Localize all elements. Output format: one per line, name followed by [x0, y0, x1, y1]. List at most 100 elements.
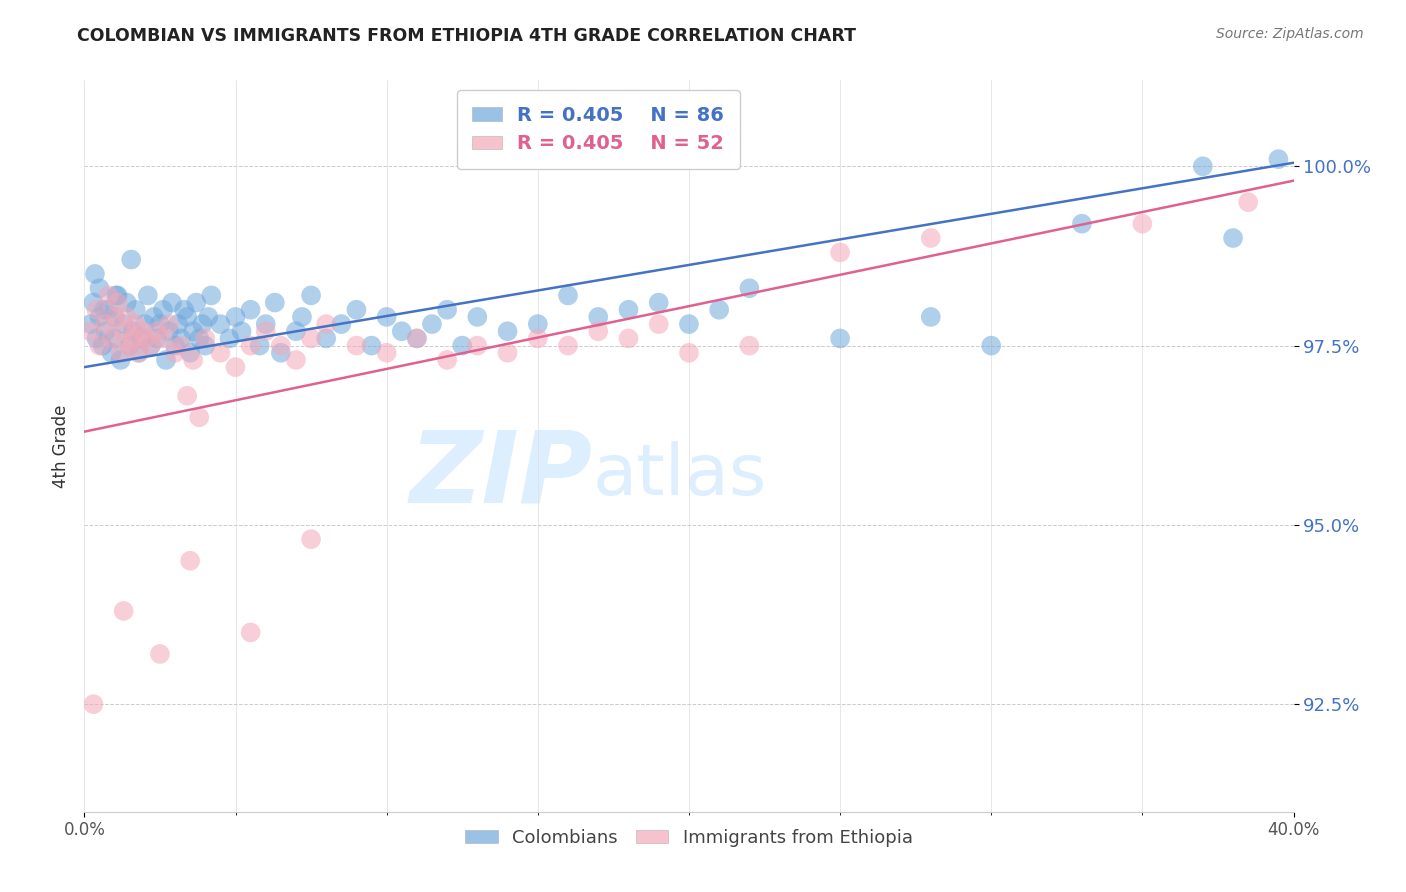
Y-axis label: 4th Grade: 4th Grade	[52, 404, 70, 488]
Point	[225, 310, 247, 324]
Point	[315, 317, 337, 331]
Point	[176, 310, 198, 324]
Point	[436, 353, 458, 368]
Point	[360, 338, 382, 352]
Text: ZIP: ZIP	[409, 426, 592, 524]
Point	[375, 345, 398, 359]
Point	[107, 295, 129, 310]
Point	[139, 338, 162, 352]
Point	[179, 554, 201, 568]
Point	[89, 338, 111, 352]
Point	[167, 317, 190, 331]
Point	[128, 345, 150, 359]
Point	[131, 331, 153, 345]
Point	[79, 324, 101, 338]
Point	[120, 252, 142, 267]
Point	[86, 302, 108, 317]
Point	[330, 317, 353, 331]
Point	[82, 295, 104, 310]
Point	[157, 324, 180, 338]
Point	[112, 604, 135, 618]
Point	[197, 310, 219, 324]
Point	[263, 295, 285, 310]
Point	[186, 295, 208, 310]
Point	[239, 338, 262, 352]
Point	[406, 331, 429, 345]
Point	[375, 310, 398, 324]
Point	[436, 302, 458, 317]
Point	[134, 317, 156, 331]
Point	[299, 288, 322, 302]
Point	[152, 331, 174, 345]
Point	[170, 331, 193, 345]
Point	[920, 310, 942, 324]
Point	[89, 281, 111, 295]
Point	[107, 288, 129, 302]
Point	[209, 345, 232, 359]
Point	[738, 338, 761, 352]
Point	[89, 310, 111, 324]
Point	[527, 331, 550, 345]
Point	[467, 310, 489, 324]
Point	[134, 331, 156, 345]
Point	[1071, 217, 1094, 231]
Point	[218, 331, 240, 345]
Point	[181, 353, 204, 368]
Point	[104, 331, 127, 345]
Point	[231, 324, 253, 338]
Point	[1192, 159, 1215, 173]
Point	[1132, 217, 1154, 231]
Point	[82, 697, 104, 711]
Point	[146, 331, 169, 345]
Point	[94, 317, 117, 331]
Point	[110, 353, 132, 368]
Legend: Colombians, Immigrants from Ethiopia: Colombians, Immigrants from Ethiopia	[458, 822, 920, 854]
Point	[118, 338, 141, 352]
Point	[420, 317, 443, 331]
Point	[157, 317, 180, 331]
Point	[451, 338, 474, 352]
Point	[980, 338, 1002, 352]
Point	[467, 338, 489, 352]
Point	[299, 533, 322, 547]
Point	[239, 302, 262, 317]
Point	[496, 324, 519, 338]
Point	[176, 389, 198, 403]
Point	[738, 281, 761, 295]
Point	[225, 360, 247, 375]
Point	[110, 345, 132, 359]
Point	[93, 302, 115, 317]
Point	[91, 338, 114, 352]
Point	[105, 288, 128, 302]
Point	[406, 331, 429, 345]
Point	[152, 302, 174, 317]
Point	[496, 345, 519, 359]
Text: Source: ZipAtlas.com: Source: ZipAtlas.com	[1216, 27, 1364, 41]
Point	[391, 324, 413, 338]
Point	[170, 338, 193, 352]
Point	[155, 353, 177, 368]
Point	[194, 338, 217, 352]
Point	[830, 331, 852, 345]
Point	[79, 317, 101, 331]
Point	[125, 302, 148, 317]
Point	[188, 410, 211, 425]
Point	[291, 310, 314, 324]
Text: COLOMBIAN VS IMMIGRANTS FROM ETHIOPIA 4TH GRADE CORRELATION CHART: COLOMBIAN VS IMMIGRANTS FROM ETHIOPIA 4T…	[77, 27, 856, 45]
Point	[249, 338, 271, 352]
Point	[128, 345, 150, 359]
Point	[104, 310, 127, 324]
Point	[125, 317, 148, 331]
Point	[173, 302, 195, 317]
Point	[86, 331, 108, 345]
Point	[112, 317, 135, 331]
Point	[346, 302, 368, 317]
Point	[115, 310, 138, 324]
Point	[104, 310, 127, 324]
Point	[557, 338, 579, 352]
Point	[179, 345, 201, 359]
Point	[830, 245, 852, 260]
Point	[139, 338, 162, 352]
Point	[527, 317, 550, 331]
Point	[285, 324, 308, 338]
